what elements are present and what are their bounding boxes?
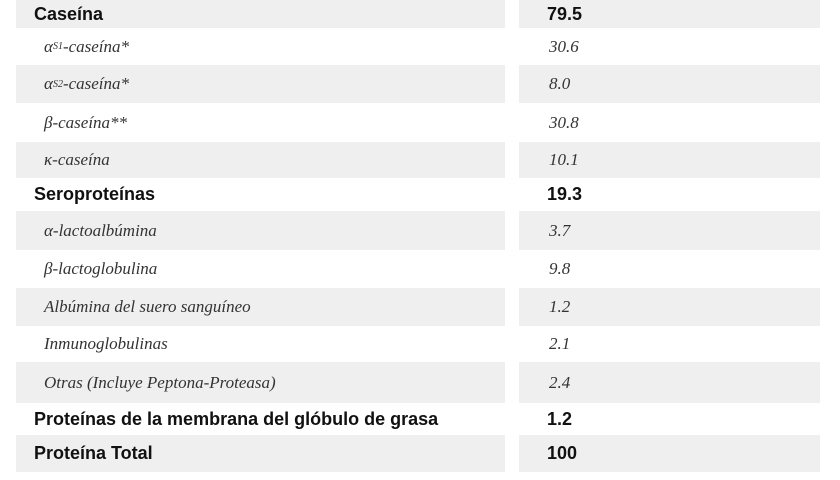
label-cell: α S2 -caseína*	[16, 65, 505, 103]
table-row: Albúmina del suero sanguíneo 1.2	[0, 288, 840, 326]
table-row: Proteína Total 100	[0, 435, 840, 472]
row-label: Otras (Incluye Peptona-Proteasa)	[44, 372, 276, 392]
value-cell: 79.5	[519, 0, 820, 28]
value-cell: 3.7	[519, 211, 820, 250]
row-label: Seroproteínas	[34, 184, 156, 204]
label-part: α	[44, 74, 53, 93]
value-cell: 8.0	[519, 65, 820, 103]
row-value: 1.2	[549, 297, 571, 316]
row-label: β-caseína**	[44, 112, 128, 132]
value-cell: 10.1	[519, 142, 820, 178]
table-row: α S2 -caseína* 8.0	[0, 65, 840, 103]
row-value: 3.7	[549, 220, 571, 240]
table-row: κ-caseína 10.1	[0, 142, 840, 178]
label-part: -caseína*	[62, 36, 130, 56]
label-cell: Seroproteínas	[16, 178, 505, 211]
value-cell: 1.2	[519, 403, 820, 435]
value-cell: 19.3	[519, 178, 820, 211]
label-cell: Otras (Incluye Peptona-Proteasa)	[16, 362, 505, 403]
label-cell: α-lactoalbúmina	[16, 211, 505, 250]
value-cell: 9.8	[519, 250, 820, 288]
table-row: α-lactoalbúmina 3.7	[0, 211, 840, 250]
label-cell: Proteína Total	[16, 435, 505, 472]
row-value: 2.4	[549, 372, 571, 392]
label-part: -caseína*	[62, 74, 130, 93]
row-label: Proteína Total	[34, 443, 153, 463]
row-value: 30.8	[549, 112, 579, 132]
row-label: β-lactoglobulina	[44, 259, 158, 278]
value-cell: 100	[519, 435, 820, 472]
row-label: Caseína	[34, 3, 104, 24]
label-part: S1	[52, 41, 63, 52]
table-row: β-lactoglobulina 9.8	[0, 250, 840, 288]
row-value: 8.0	[549, 74, 571, 93]
value-cell: 30.6	[519, 28, 820, 65]
label-cell: Albúmina del suero sanguíneo	[16, 288, 505, 326]
row-value: 1.2	[547, 408, 573, 429]
row-label: κ-caseína	[44, 150, 110, 169]
value-cell: 2.4	[519, 362, 820, 403]
row-value: 2.1	[549, 334, 571, 353]
table-row: Inmunoglobulinas 2.1	[0, 326, 840, 362]
value-cell: 2.1	[519, 326, 820, 362]
row-value: 30.6	[549, 36, 579, 56]
table-row: Seroproteínas 19.3	[0, 178, 840, 211]
table-row: β-caseína** 30.8	[0, 103, 840, 142]
table-row: α S1 -caseína* 30.6	[0, 28, 840, 65]
table-row: Otras (Incluye Peptona-Proteasa) 2.4	[0, 362, 840, 403]
label-cell: Proteínas de la membrana del glóbulo de …	[16, 403, 505, 435]
row-value: 79.5	[547, 3, 583, 24]
label-cell: Caseína	[16, 0, 505, 28]
table-row: Caseína 79.5	[0, 0, 840, 28]
row-value: 100	[547, 443, 578, 463]
label-part: S2	[52, 78, 63, 90]
row-value: 10.1	[549, 150, 579, 169]
label-cell: β-caseína**	[16, 103, 505, 142]
label-part: α	[44, 36, 53, 56]
row-label: Albúmina del suero sanguíneo	[44, 297, 251, 316]
row-label: Inmunoglobulinas	[44, 334, 168, 353]
table-row: Proteínas de la membrana del glóbulo de …	[0, 403, 840, 435]
label-cell: Inmunoglobulinas	[16, 326, 505, 362]
row-label: Proteínas de la membrana del glóbulo de …	[34, 408, 439, 429]
row-value: 9.8	[549, 259, 571, 278]
row-value: 19.3	[547, 184, 583, 204]
value-cell: 1.2	[519, 288, 820, 326]
label-cell: α S1 -caseína*	[16, 28, 505, 65]
value-cell: 30.8	[519, 103, 820, 142]
label-cell: κ-caseína	[16, 142, 505, 178]
row-label: α-lactoalbúmina	[44, 220, 157, 240]
label-cell: β-lactoglobulina	[16, 250, 505, 288]
